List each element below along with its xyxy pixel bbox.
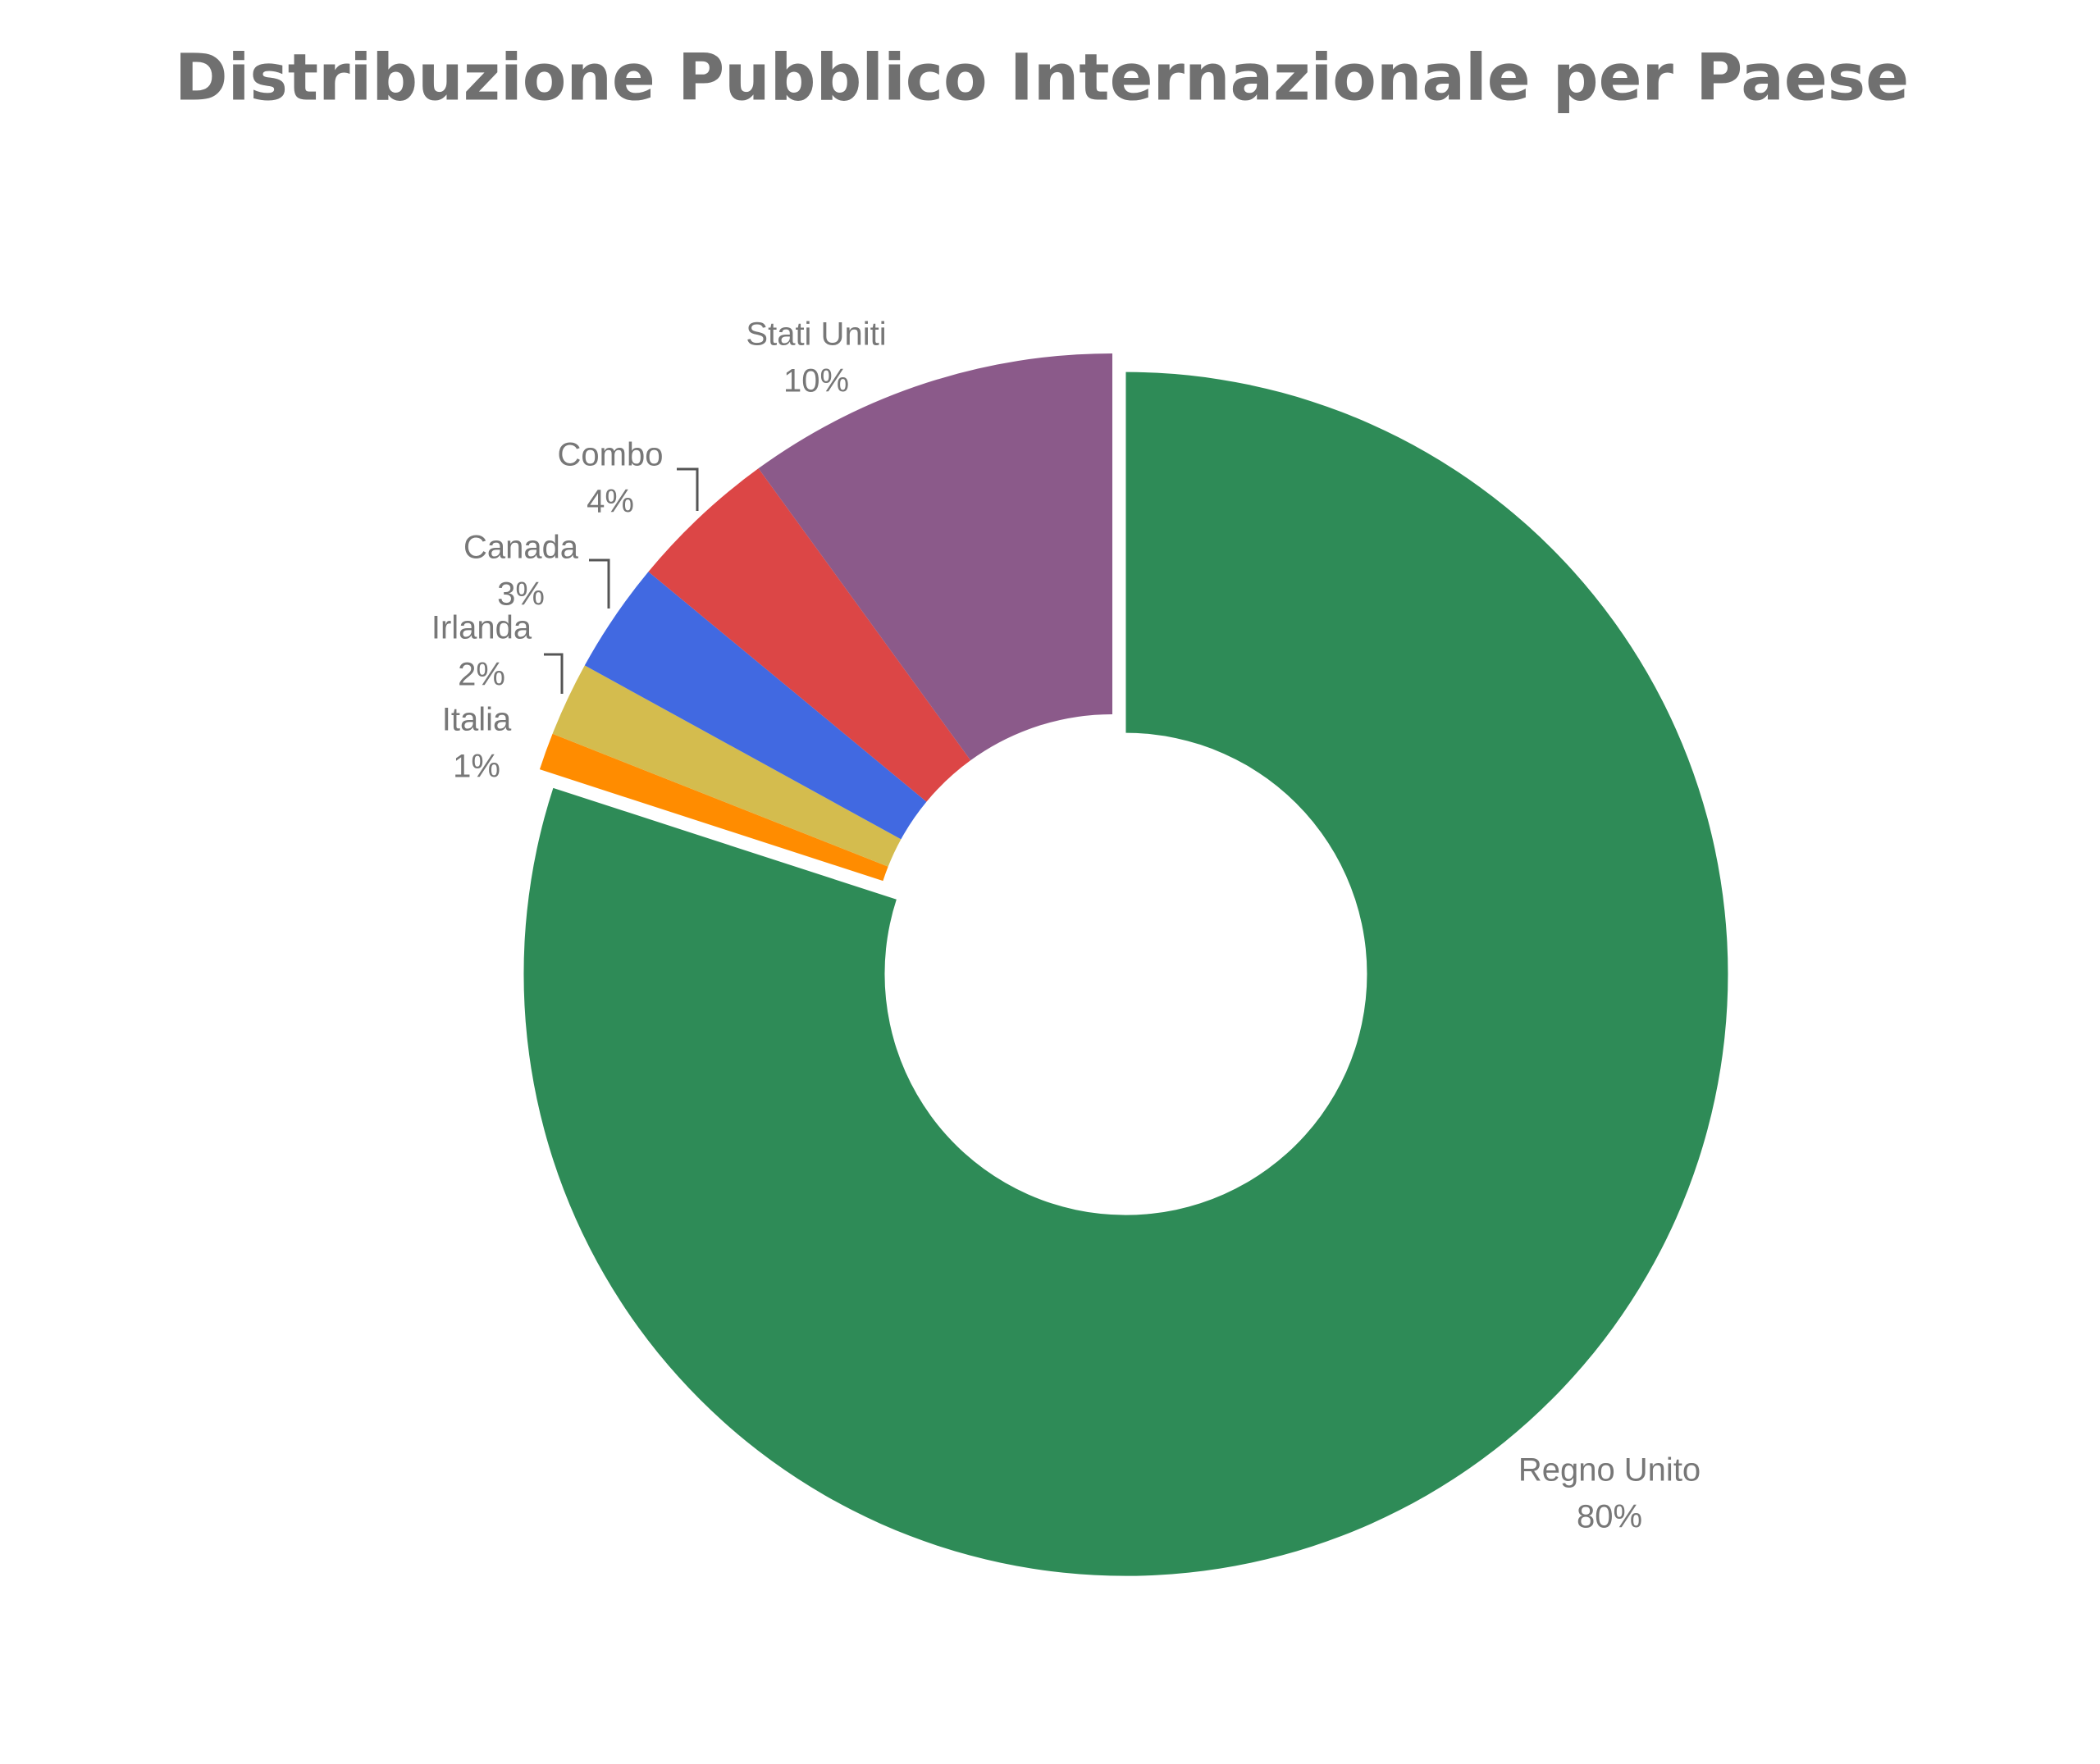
slice-value-label: 1% (453, 749, 500, 785)
slice-value-label: 4% (587, 484, 634, 520)
slice-value-label: 80% (1577, 1499, 1642, 1535)
donut-slice (648, 468, 971, 802)
chart-title: Distribuzione Pubblico Internazionale pe… (175, 41, 1909, 115)
slice-label: Irlanda (431, 610, 532, 646)
donut-slice (539, 733, 888, 882)
slice-label: Italia (442, 702, 512, 738)
donut-slice (552, 665, 902, 867)
slice-value-label: 10% (783, 363, 849, 399)
leader-line (677, 467, 699, 511)
donut-slice (758, 353, 1112, 761)
slice-label: Combo (558, 437, 664, 473)
leader-line (589, 558, 610, 609)
slice-value-label: 2% (458, 657, 505, 693)
slice-label: Stati Uniti (746, 317, 886, 353)
slice-label: Regno Unito (1518, 1452, 1701, 1488)
leader-line (544, 653, 564, 694)
donut-slice (523, 371, 1728, 1576)
slice-value-label: 3% (497, 577, 545, 613)
slice-label: Canada (463, 530, 579, 566)
donut-slice (584, 572, 927, 840)
